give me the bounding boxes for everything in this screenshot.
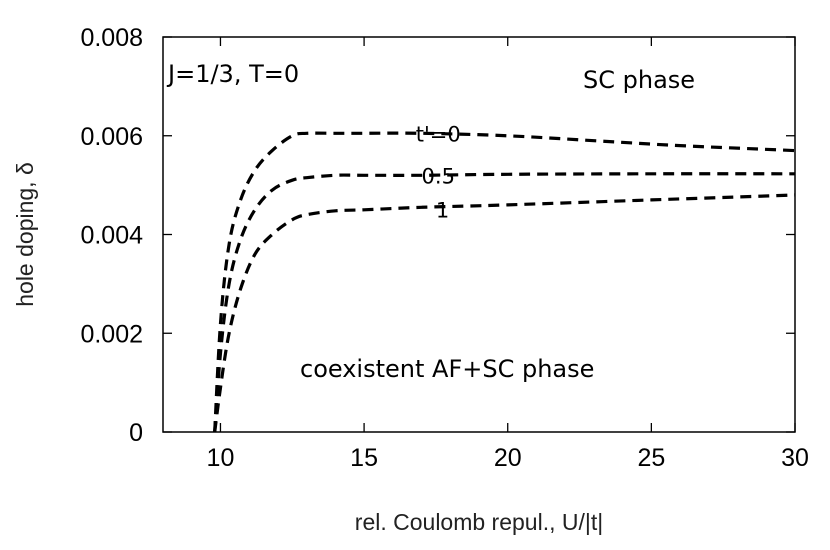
- series-line-tprime-0: [213, 131, 796, 433]
- x-tick-label: 10: [207, 444, 235, 472]
- y-tick-label: 0.006: [80, 123, 143, 151]
- x-tick-label: 15: [350, 444, 378, 472]
- sc-phase-annotation: SC phase: [583, 66, 695, 94]
- params-annotation: J=1/3, T=0: [166, 60, 299, 88]
- x-tick-label: 25: [637, 444, 665, 472]
- series-line-tprime-0-5: [213, 172, 796, 433]
- x-tick-label: 20: [494, 444, 522, 472]
- series-lines: [213, 131, 796, 433]
- y-tick-label: 0: [129, 419, 143, 447]
- x-tick-label: 30: [781, 444, 809, 472]
- series-line-tprime-1: [213, 193, 796, 433]
- curve-label-tprime-0: t'=0: [416, 122, 461, 146]
- curve-label-tprime-0-5: 0.5: [422, 164, 455, 188]
- y-axis-title: hole doping, δ: [12, 162, 38, 307]
- y-tick-label: 0.004: [80, 222, 143, 250]
- labels: rel. Coulomb repul., U/|t| hole doping, …: [12, 60, 695, 535]
- x-axis-title: rel. Coulomb repul., U/|t|: [355, 509, 603, 535]
- y-tick-label: 0.008: [80, 24, 143, 52]
- coexistent-phase-annotation: coexistent AF+SC phase: [300, 355, 594, 383]
- ticks: 10 15 20 25 30 0 0.002 0.004 0.006 0.008: [80, 24, 808, 472]
- curve-label-tprime-1: 1: [436, 198, 449, 222]
- y-tick-label: 0.002: [80, 320, 143, 348]
